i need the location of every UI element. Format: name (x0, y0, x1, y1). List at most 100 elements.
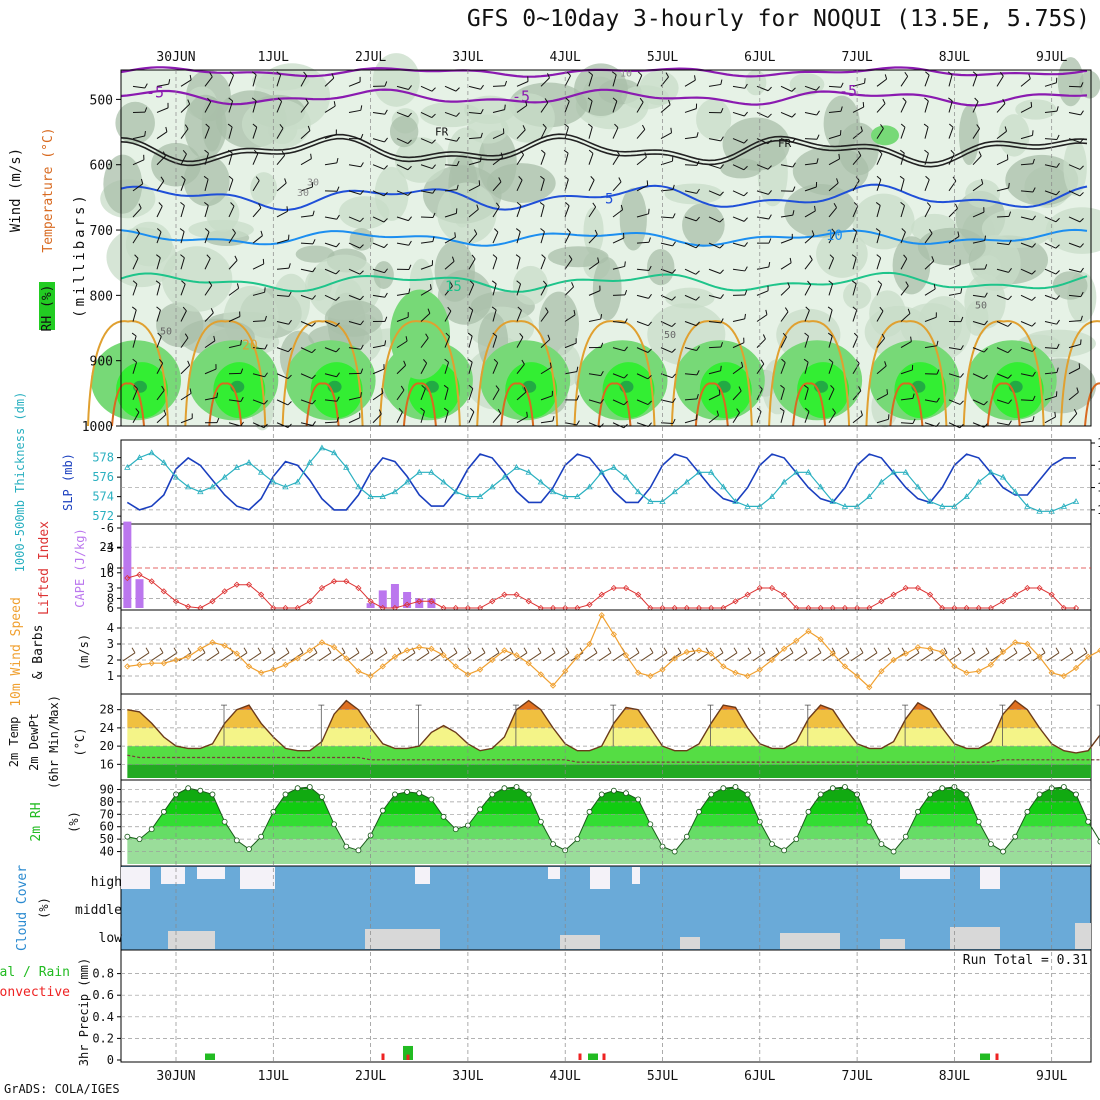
thickness-marker (525, 468, 532, 475)
lifted-index-marker (610, 584, 617, 592)
wind-barb (156, 414, 167, 424)
wind-barb-flag (565, 202, 570, 207)
wind-barb (660, 216, 674, 219)
wind-barb-flag (447, 306, 452, 312)
wind-barb-flag (312, 239, 316, 245)
wind-barb (444, 138, 457, 142)
top-date-label: 4JUL (550, 50, 581, 65)
wind-barb (852, 130, 863, 139)
wind-speed-marker (987, 661, 995, 668)
wind-barb-flag (1055, 295, 1060, 300)
wind-barb (276, 182, 287, 192)
rh-blob (792, 146, 869, 196)
wind-barb (468, 335, 473, 348)
barb-10m (864, 652, 878, 662)
rh-series (124, 784, 1100, 855)
thickness-marker (403, 478, 411, 485)
wind-barb-flag (573, 309, 576, 316)
wind-barb (252, 100, 257, 113)
wind-speed-marker (635, 669, 642, 676)
barb-10m (402, 652, 416, 662)
wind-barb-flag (957, 231, 960, 237)
wind-barb-flag (310, 153, 312, 159)
wind-barb (540, 179, 545, 191)
wind-barb (492, 283, 497, 296)
wind-barb-flag (744, 290, 748, 296)
wind-barb (132, 388, 138, 401)
wind-barb (348, 347, 361, 350)
wind-barb-flag (432, 188, 436, 194)
thickness-marker (926, 498, 934, 504)
wind-barb (780, 362, 786, 374)
wind-barb (204, 312, 214, 322)
barb-10m-flag (817, 647, 822, 654)
lifted-index-marker (501, 591, 508, 598)
wind-speed-marker (926, 645, 934, 652)
wind-speed-marker (172, 656, 180, 664)
wind-speed-marker (695, 647, 703, 654)
wind-barb-flag (912, 393, 915, 399)
wind-barb-flag (878, 149, 883, 155)
wind-barb-flag (1080, 315, 1083, 321)
cape-bar (427, 598, 436, 608)
thickness-marker (428, 468, 435, 475)
wind-barb-flag (901, 228, 906, 233)
wind-barb-flag (875, 202, 881, 206)
lifted-index-marker (1036, 584, 1043, 592)
wind-barb (708, 370, 721, 375)
wind-barb-flag (792, 162, 796, 168)
axis-tick-label: 0.2 (92, 1031, 114, 1045)
lifted-index-marker (233, 581, 240, 588)
cape-bar (403, 592, 412, 608)
thickness-marker (841, 503, 849, 509)
wind-barb (444, 362, 450, 374)
isotherm-25 (111, 382, 145, 427)
wind-barb (228, 153, 233, 165)
rh-marker (1085, 818, 1092, 825)
wind-barb (756, 266, 769, 270)
wind-barb-flag (331, 73, 335, 79)
wind-barb (156, 309, 161, 322)
isotherm-25 (402, 382, 437, 427)
wind-barb-flag (204, 202, 209, 206)
wind-barb (300, 242, 314, 245)
isotherm-20 (184, 320, 267, 427)
wind-barb (876, 128, 884, 139)
wind-barb (804, 411, 810, 423)
wind-barb (1068, 190, 1081, 197)
wind-barb (204, 285, 213, 296)
wind-barb (780, 164, 793, 168)
wind-barb (348, 321, 361, 326)
wind-barb-flag (407, 112, 412, 118)
wind-barb-flag (136, 228, 140, 234)
wind-barb (516, 364, 525, 375)
wind-barb-flag (743, 217, 748, 222)
wind-barb (660, 268, 673, 274)
wind-barb (852, 82, 865, 87)
cloud-high-clear (900, 867, 950, 879)
wind-barb (420, 216, 434, 219)
wind-barb-flag (744, 266, 748, 272)
wind-barb-flag (541, 254, 546, 259)
wind-barb (180, 103, 191, 113)
thickness-marker (853, 503, 861, 509)
lifted-index-marker (428, 598, 435, 605)
wind-barb (996, 347, 1009, 354)
wind-barb (660, 160, 673, 166)
wind-barb (228, 100, 234, 113)
wind-barb-flag (133, 384, 138, 390)
rh-blob (161, 246, 233, 312)
isotherm-25 (1084, 382, 1100, 427)
contour-label: 10 (826, 228, 843, 244)
barb-10m-flag (985, 647, 990, 654)
wind-barb (804, 335, 809, 348)
wind-barb (924, 233, 933, 244)
precip-panel: 0.80.60.40.20 Run Total = 0.31 Total / R… (0, 949, 1092, 1067)
wind-speed-line (127, 613, 1100, 689)
wind-barb-flag (336, 417, 339, 423)
wind-barb (540, 127, 547, 139)
rh-marker (939, 785, 946, 792)
wind-barb-flag (549, 362, 552, 368)
top-date-label: 30JUN (156, 50, 195, 65)
wind-barb (804, 138, 818, 140)
